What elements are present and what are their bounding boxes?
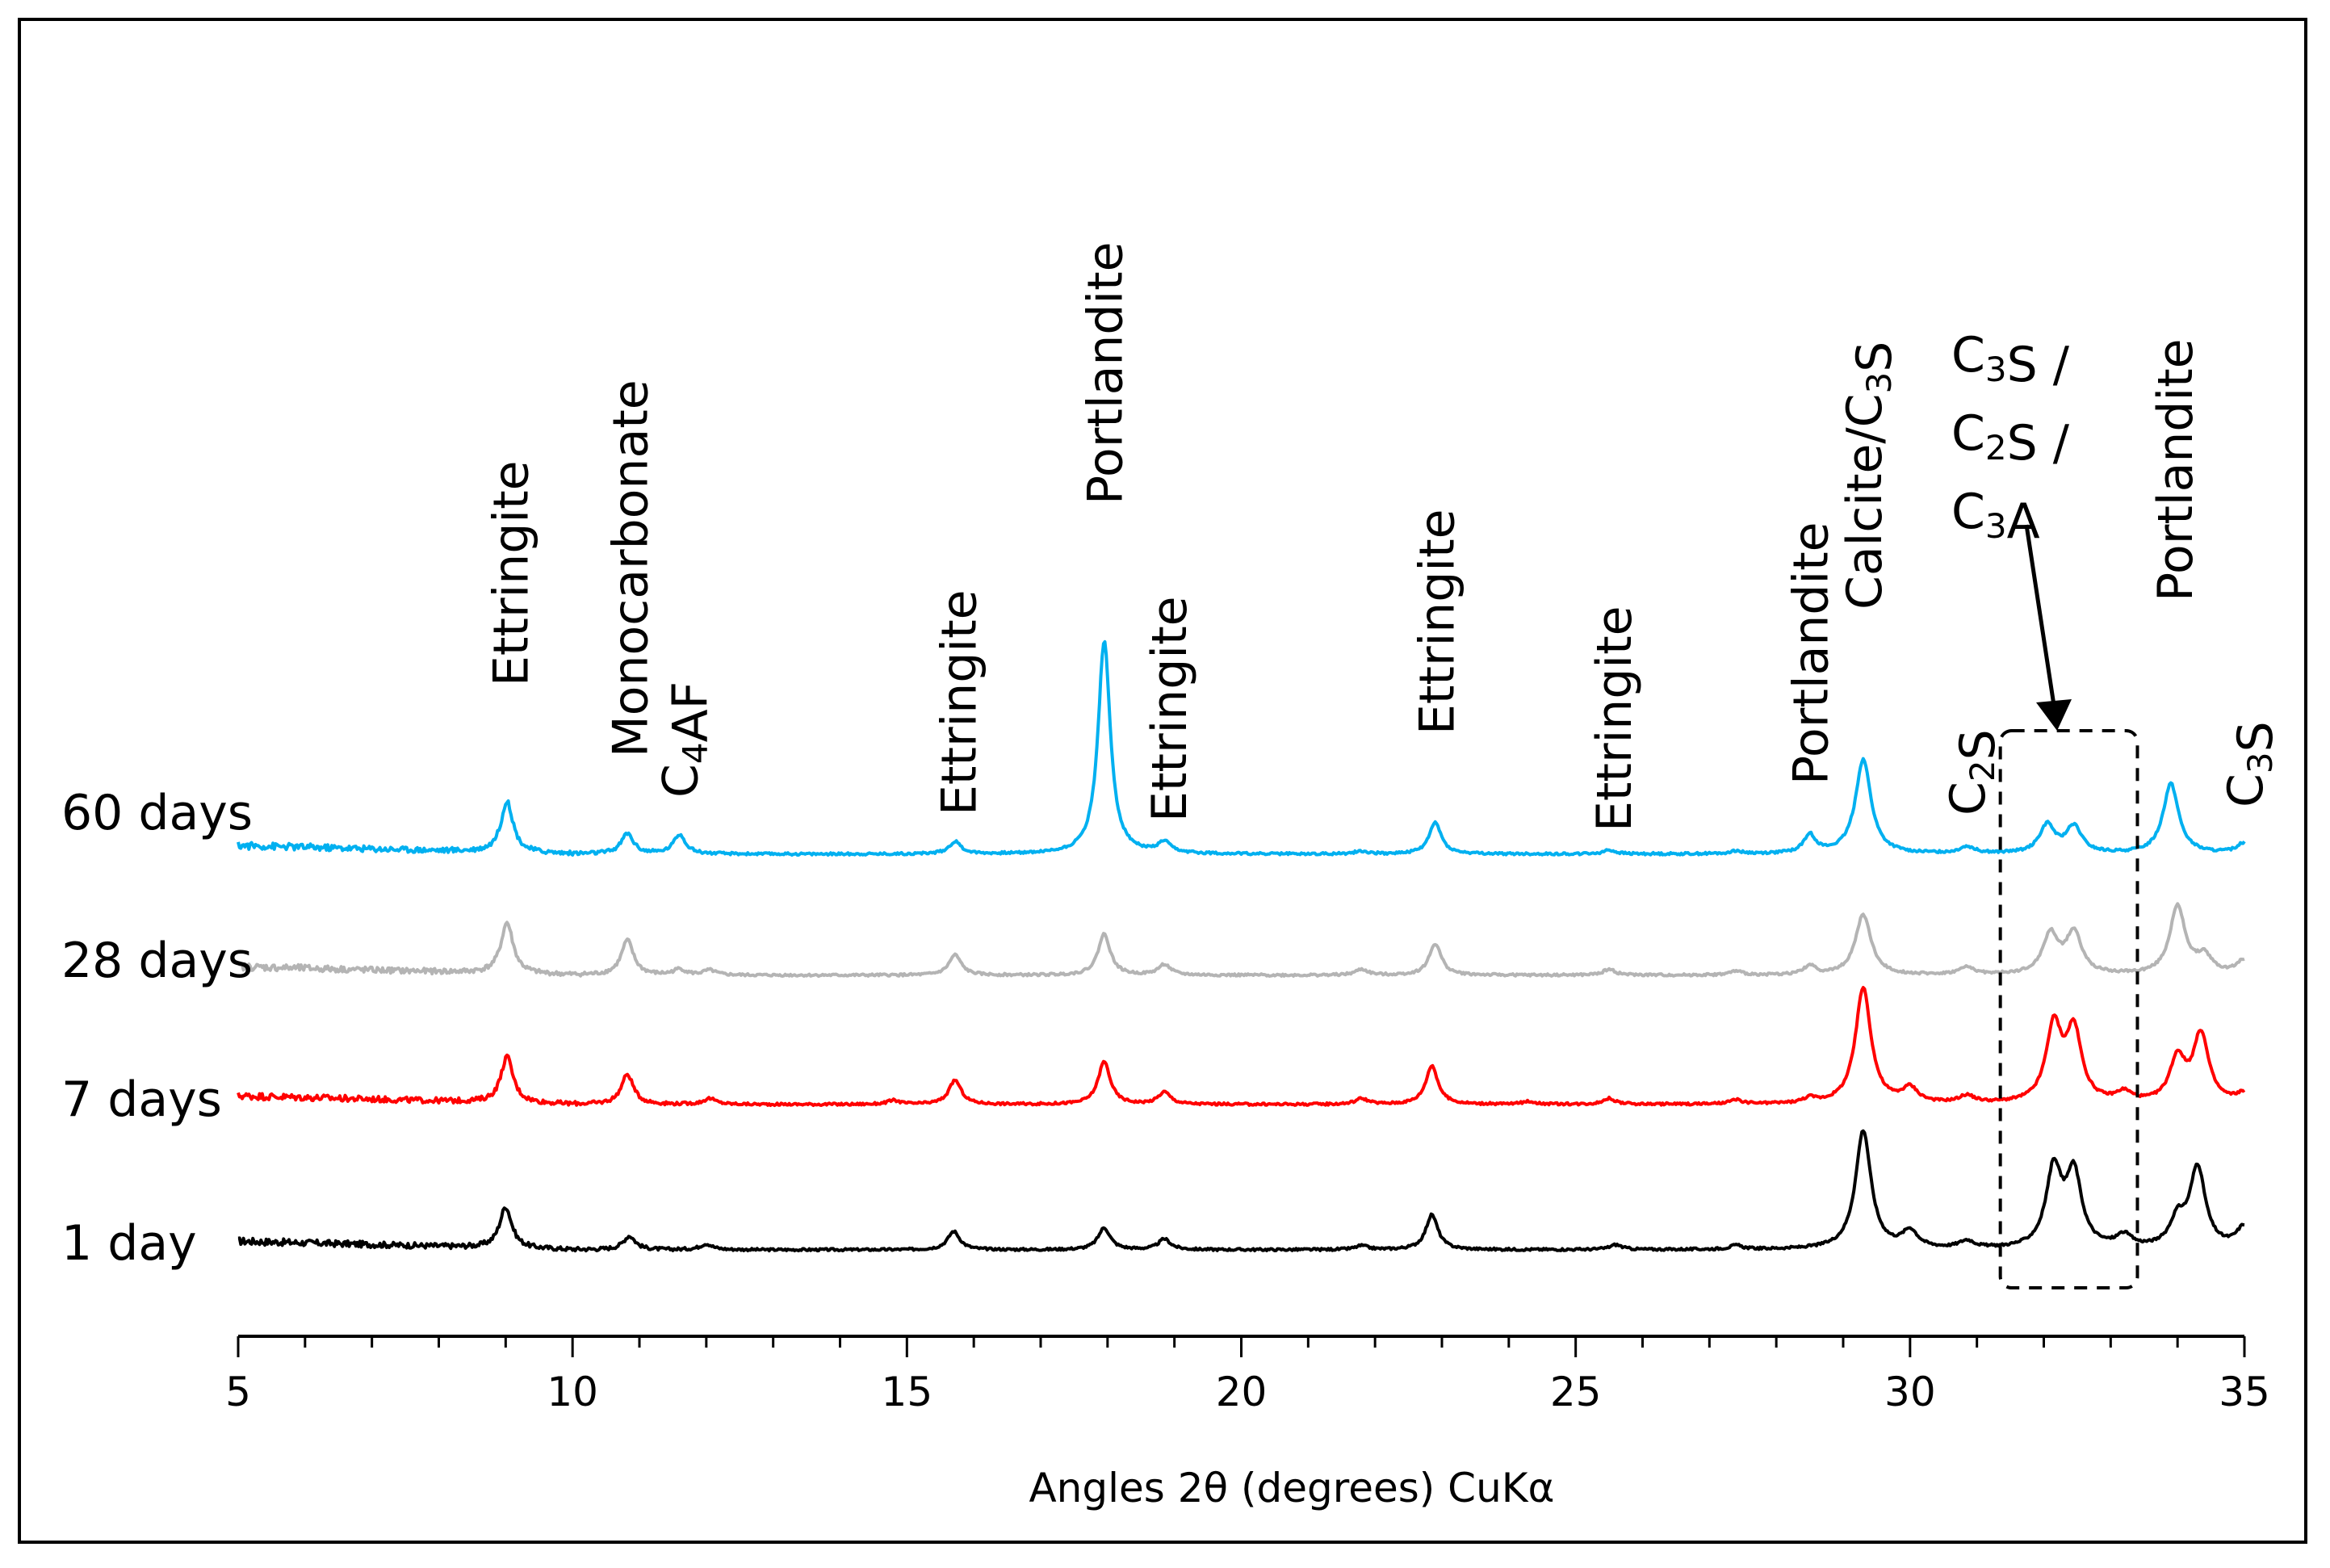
- series-line-7-days: [237, 986, 2246, 1108]
- x-tick-label: 20: [1216, 1369, 1268, 1415]
- x-tick-label: 30: [1884, 1369, 1936, 1415]
- annotation-portlandite: Portlandite: [1078, 241, 1134, 505]
- annotation-monocarbonate: Monocarbonate: [603, 379, 660, 757]
- annotation-portlandite: Portlandite: [2148, 338, 2204, 602]
- x-tick-label: 15: [882, 1369, 933, 1415]
- annotation-ettringite: Ettringite: [1586, 606, 1643, 832]
- chart-frame: [18, 18, 2307, 1544]
- series-line-60-days: [237, 639, 2246, 857]
- annotation-c3s-c2s-c3a: C3A: [1951, 484, 2040, 550]
- annotation-ettringite: Ettringite: [1142, 596, 1198, 822]
- annotation-c3s: C3S: [2218, 721, 2284, 807]
- series-labels: 1 day 7 days 28 days 60 days: [61, 785, 253, 1272]
- annotation-c3s-c2s-c3a: C3S /: [1951, 327, 2070, 393]
- x-tick-label: 5: [225, 1369, 251, 1415]
- x-axis: 5 10 15 20 25 30 35: [225, 1335, 2270, 1415]
- series-line-28-days: [237, 902, 2245, 979]
- x-tick-label: 25: [1550, 1369, 1602, 1415]
- annotation-ettringite: Ettringite: [1410, 509, 1466, 735]
- series-layer: [237, 639, 2246, 1253]
- highlight-layer: [1998, 524, 2139, 1289]
- series-label-1-day: 1 day: [61, 1215, 197, 1272]
- annotation-c3s-c2s-c3a: C2S /: [1951, 405, 2070, 472]
- arrow-line: [2024, 524, 2057, 711]
- annotation-c4af: C4AF: [653, 681, 719, 798]
- series-label-28-days: 28 days: [61, 933, 253, 989]
- series-label-7-days: 7 days: [61, 1071, 222, 1128]
- x-tick-label: 10: [547, 1369, 598, 1415]
- x-tick-label: 35: [2219, 1369, 2270, 1415]
- annotation-portlandite: Portlandite: [1783, 522, 1840, 785]
- annotation-c2s: C2S: [1940, 729, 2006, 815]
- annotation-ettringite: Ettringite: [931, 589, 987, 815]
- series-line-1-day: [237, 1129, 2245, 1253]
- highlight-box: [1998, 729, 2139, 1289]
- series-label-60-days: 60 days: [61, 785, 253, 841]
- x-axis-title: Angles 2θ (degrees) CuKα: [1029, 1465, 1554, 1511]
- arrow-head: [2036, 699, 2072, 731]
- annotation-ettringite: Ettringite: [483, 460, 539, 686]
- annotation-calcite-c3s: Calcite/C3S: [1837, 342, 1903, 610]
